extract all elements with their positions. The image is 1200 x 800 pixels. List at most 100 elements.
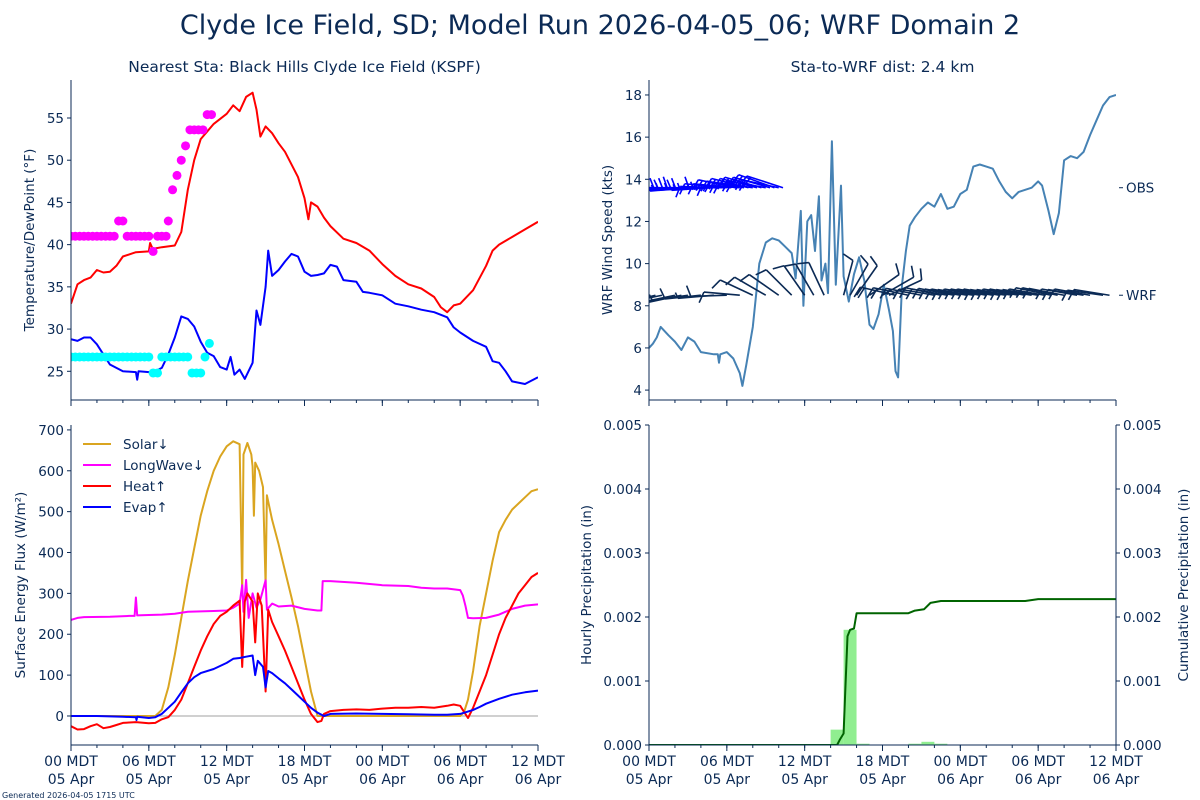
barb-feather: [691, 179, 700, 191]
barb-feather: [892, 288, 900, 300]
wrf-wind-barb: [849, 254, 869, 296]
barb-feather: [895, 263, 900, 275]
series-line-heat-: [71, 572, 538, 731]
barb-staff: [1073, 288, 1110, 297]
barb-feather: [957, 288, 965, 300]
y-tick-label: 16: [625, 130, 642, 146]
legend-label: Heat↑: [123, 479, 166, 495]
precip-bar: [934, 743, 948, 745]
barb-feather: [616, 177, 620, 188]
barb-feather: [950, 288, 959, 300]
scatter-point-observed-temperature: [118, 216, 128, 226]
series-line-longwave-: [71, 578, 538, 621]
x-tick-label-line: 12 MDT: [200, 754, 254, 770]
barb-feather: [898, 287, 907, 299]
y-tick-label: 50: [47, 153, 64, 169]
barb-feather: [729, 177, 739, 189]
plot-area-energy: [71, 440, 538, 731]
barb-feather: [910, 265, 915, 278]
scatter-point-observed-dewpoint: [153, 368, 163, 378]
series-line-wrf-temperature: [71, 91, 538, 314]
y-tick-label: 45: [47, 195, 64, 211]
scatter-point-observed-dewpoint: [200, 352, 210, 362]
x-tick-label-line: 06 MDT: [1011, 754, 1065, 770]
barb-feather: [996, 289, 1004, 301]
barb-feather: [734, 175, 744, 186]
wrf-wind-barb: [1067, 288, 1110, 301]
y-tick-label: 0.004: [603, 482, 642, 498]
barb-feather: [1035, 288, 1043, 300]
x-tick-label: 00 MDT 06 Apr: [355, 754, 409, 788]
barb-feather: [797, 261, 809, 265]
barb-feather: [911, 287, 920, 299]
y-tick-label: 35: [47, 280, 64, 296]
barb-feather: [989, 289, 997, 301]
barb-staff: [849, 263, 869, 296]
barb-feather: [659, 288, 666, 300]
barb-staff: [795, 263, 815, 296]
precip-bar: [908, 743, 922, 745]
precip-bar: [856, 743, 870, 745]
barb-feather: [1048, 288, 1056, 300]
wrf-wind-barb: [797, 261, 825, 296]
barb-feather: [711, 279, 721, 289]
wrf-wind-barb: [725, 276, 767, 296]
barb-feather: [650, 184, 655, 192]
x-tick-label: 00 MDT 06 Apr: [933, 754, 987, 788]
barb-feather: [684, 176, 690, 188]
y-tick-label: 0.005: [603, 418, 642, 434]
scatter-point-observed-temperature: [109, 231, 119, 241]
barb-staff: [748, 273, 780, 296]
barb-feather: [879, 287, 887, 299]
x-tick-label-line: 18 MDT: [856, 754, 910, 770]
scatter-point-observed-temperature: [161, 231, 171, 241]
x-tick-label: 12 MDT 06 Apr: [511, 754, 565, 788]
wrf-wind-barb: [855, 255, 878, 296]
barb-staff: [703, 291, 740, 297]
y-tick-label: 25: [47, 364, 64, 380]
x-tick-label: 06 MDT 06 Apr: [1011, 754, 1065, 788]
right-tick-label-wrf: WRF: [1126, 288, 1157, 304]
x-tick-label-line: 12 MDT: [778, 754, 832, 770]
x-tick-label-line: 06 Apr: [1093, 772, 1140, 788]
barb-feather: [721, 177, 730, 189]
x-tick-label: 06 MDT 05 Apr: [122, 754, 176, 788]
scatter-point-observed-temperature: [172, 170, 182, 180]
barb-feather: [859, 254, 869, 265]
x-tick-label-line: 06 Apr: [515, 772, 562, 788]
x-tick-label: 06 MDT 05 Apr: [700, 754, 754, 788]
generated-timestamp: Generated 2026-04-05 1715 UTC: [2, 791, 135, 800]
x-tick-label: 00 MDT 05 Apr: [44, 754, 98, 788]
barb-feather: [924, 288, 933, 300]
wrf-wind-barb: [842, 253, 854, 296]
barb-feather: [679, 183, 686, 195]
y-axis-label: Temperature/DewPoint (°F): [22, 149, 38, 333]
barb-staff: [649, 295, 650, 297]
figure-title: Clyde Ice Field, SD; Model Run 2026-04-0…: [179, 10, 1021, 41]
barb-feather: [983, 288, 991, 300]
wrf-wind-barb: [685, 285, 727, 298]
x-tick-label: 12 MDT 06 Apr: [1089, 754, 1143, 788]
barb-feather: [704, 178, 713, 189]
y-tick-label: 300: [38, 586, 64, 602]
precip-bar: [921, 741, 935, 745]
barb-staff: [690, 294, 727, 298]
x-tick-label-line: 00 MDT: [44, 754, 98, 770]
barb-feather: [742, 176, 752, 187]
x-tick-label-line: 12 MDT: [511, 754, 565, 770]
barb-feather: [696, 184, 703, 197]
barb-feather: [657, 177, 664, 190]
barb-feather: [1009, 287, 1017, 299]
barb-feather: [649, 177, 655, 190]
panel-precip: 0.000 0.000 0.001 0.001 0.002 0.002 0.003 0.003…: [579, 418, 1192, 788]
barb-feather: [1022, 287, 1030, 299]
y-axis-label: Surface Energy Flux (W/m²): [13, 492, 29, 679]
barb-feather: [1002, 288, 1010, 300]
y-tick-label: 0.001: [603, 674, 642, 690]
scatter-point-observed-dewpoint: [196, 368, 206, 378]
wrf-wind-barb: [853, 286, 896, 299]
barb-feather: [738, 180, 747, 192]
right-y-tick-label: 0.003: [1123, 546, 1162, 562]
x-tick-label-line: 05 Apr: [781, 772, 828, 788]
